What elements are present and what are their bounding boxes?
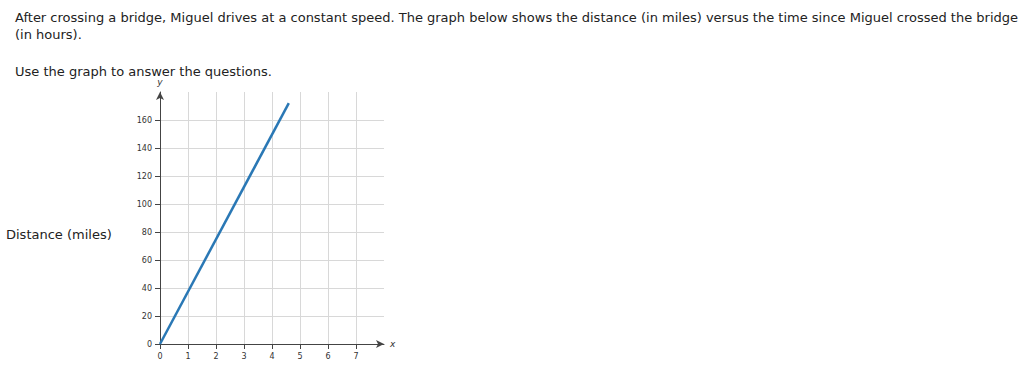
svg-text:120: 120 xyxy=(137,172,152,181)
svg-text:(in hours).: (in hours). xyxy=(15,27,82,42)
svg-text:4: 4 xyxy=(269,352,274,361)
svg-text:160: 160 xyxy=(137,116,152,125)
svg-text:1: 1 xyxy=(185,352,190,361)
svg-text:Distance (miles): Distance (miles) xyxy=(6,227,112,242)
svg-text:Use the graph to answer the qu: Use the graph to answer the questions. xyxy=(15,64,272,79)
svg-text:0: 0 xyxy=(157,352,162,361)
svg-text:2: 2 xyxy=(213,352,218,361)
svg-text:6: 6 xyxy=(325,352,330,361)
svg-text:0: 0 xyxy=(147,340,152,349)
svg-text:5: 5 xyxy=(297,352,302,361)
svg-text:20: 20 xyxy=(142,312,152,321)
svg-text:7: 7 xyxy=(353,352,358,361)
svg-text:40: 40 xyxy=(142,284,152,293)
svg-text:140: 140 xyxy=(137,144,152,153)
svg-text:After crossing a bridge, Migue: After crossing a bridge, Miguel drives a… xyxy=(15,10,1022,25)
svg-text:100: 100 xyxy=(137,200,152,209)
svg-text:y: y xyxy=(157,76,163,87)
svg-text:x: x xyxy=(389,339,396,349)
svg-text:80: 80 xyxy=(142,228,152,237)
svg-text:3: 3 xyxy=(241,352,246,361)
svg-text:60: 60 xyxy=(142,256,152,265)
